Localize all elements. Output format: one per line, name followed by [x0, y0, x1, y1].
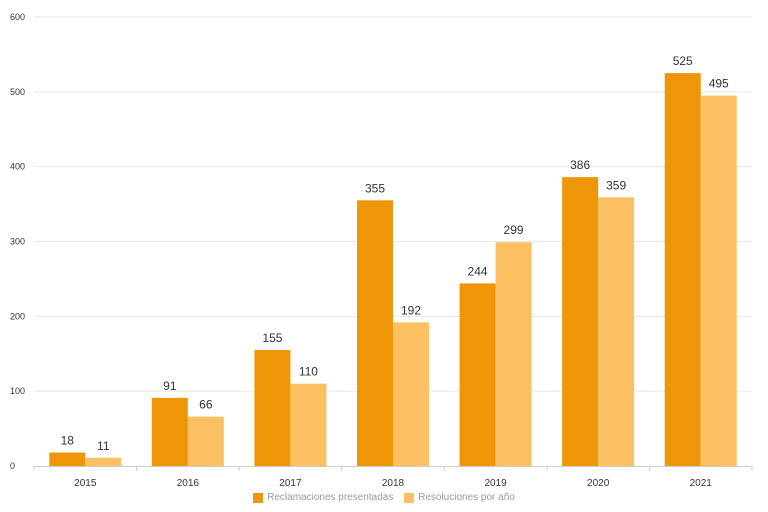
legend-label-reclamaciones: Reclamaciones presentadas [267, 492, 394, 503]
bar-resoluciones [700, 95, 737, 466]
bar-resoluciones [495, 242, 532, 466]
bar-resoluciones [85, 457, 122, 466]
y-tick-label: 100 [10, 386, 25, 396]
bar-resoluciones [393, 322, 429, 466]
x-tick-label: 2020 [587, 478, 610, 489]
data-label-resoluciones: 192 [401, 303, 421, 317]
data-label-resoluciones: 66 [199, 398, 213, 412]
data-label-resoluciones: 299 [504, 223, 524, 237]
data-label-resoluciones: 359 [606, 178, 626, 192]
y-tick-label: 200 [10, 311, 25, 321]
y-tick-label: 500 [10, 87, 25, 97]
data-label-reclamaciones: 91 [163, 379, 177, 393]
x-tick-label: 2021 [690, 478, 713, 489]
legend-item-reclamaciones[interactable]: Reclamaciones presentadas [253, 492, 393, 503]
bar-reclamaciones [562, 177, 599, 467]
x-tick-label: 2015 [74, 478, 97, 489]
data-label-resoluciones: 11 [97, 439, 110, 453]
x-tick-label: 2019 [484, 478, 507, 489]
data-label-reclamaciones: 355 [365, 181, 385, 195]
legend-swatch-reclamaciones [253, 492, 264, 503]
bar-reclamaciones [151, 397, 188, 466]
legend-item-resoluciones[interactable]: Resoluciones por año [404, 492, 515, 503]
y-tick-label: 0 [10, 461, 15, 471]
y-tick-label: 600 [10, 12, 25, 22]
bar-resoluciones [290, 383, 327, 466]
legend-swatch-resoluciones [404, 492, 415, 503]
x-tick-label: 2016 [177, 478, 200, 489]
data-label-reclamaciones: 386 [570, 158, 590, 172]
y-tick-label: 400 [10, 162, 25, 172]
bar-reclamaciones [49, 452, 86, 466]
data-label-resoluciones: 110 [299, 365, 318, 379]
bar-reclamaciones [664, 73, 701, 466]
legend: Reclamaciones presentadas Resoluciones p… [0, 492, 768, 506]
data-label-reclamaciones: 244 [468, 264, 488, 278]
x-tick-label: 2017 [279, 478, 302, 489]
bar-resoluciones [598, 197, 635, 466]
data-label-reclamaciones: 525 [673, 54, 693, 68]
bar-reclamaciones [459, 283, 496, 466]
x-tick-label: 2018 [382, 478, 405, 489]
bar-resoluciones [187, 416, 224, 466]
data-label-resoluciones: 495 [709, 77, 729, 91]
bar-reclamaciones [357, 200, 393, 466]
y-tick-label: 300 [10, 237, 25, 247]
bar-chart: 0 100 200 300 400 500 600 2015 18 11 2016 91 66 2017 1… [10, 12, 753, 489]
bar-reclamaciones [254, 350, 291, 466]
legend-label-resoluciones: Resoluciones por año [418, 492, 515, 503]
data-label-reclamaciones: 18 [61, 434, 75, 448]
data-label-reclamaciones: 155 [262, 331, 282, 345]
